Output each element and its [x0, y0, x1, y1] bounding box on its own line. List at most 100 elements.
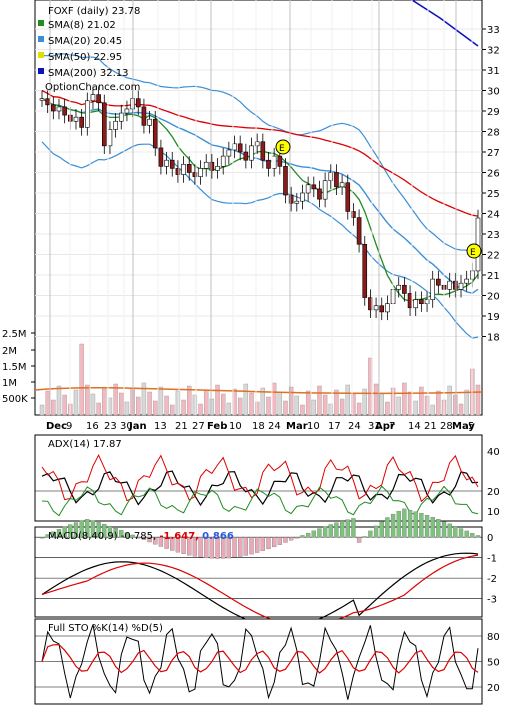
macd-histogram-bar [39, 537, 45, 539]
macd-histogram-bar [362, 536, 367, 538]
sto-title: Full STO %K(14) %D(5) [48, 623, 163, 634]
volume-bar [322, 394, 328, 416]
x-tick-label: 10 [229, 421, 242, 432]
candle-body [56, 106, 62, 112]
macd-histogram-bar [453, 526, 458, 538]
minus-di-line [41, 485, 479, 517]
macd-histogram-bar [215, 537, 220, 559]
candle-body [458, 282, 464, 290]
volume-bar [175, 390, 181, 416]
candle-body [447, 280, 452, 290]
candle-body [413, 299, 419, 309]
candle-body [373, 305, 379, 311]
price-tick-label: 30 [487, 87, 500, 98]
macd-histogram-bar [113, 528, 118, 538]
candle-body [300, 192, 305, 202]
macd-histogram-bar [232, 537, 237, 558]
candle-body [164, 159, 169, 167]
macd-histogram [39, 508, 481, 559]
volume-bar [254, 401, 260, 416]
volume-bar [237, 397, 243, 416]
volume-tick-label: 500K [2, 394, 28, 405]
price-tick-label: 33 [487, 25, 500, 36]
legend-swatch-sma20 [38, 36, 44, 42]
sma8-line [41, 98, 479, 302]
volume-bar [192, 394, 198, 416]
price-tick-label: 23 [487, 230, 500, 241]
candle-body [62, 106, 67, 116]
candle-body [147, 118, 152, 126]
candle-body [186, 164, 192, 173]
volume-bar [102, 388, 107, 416]
macd-histogram-bar [305, 532, 311, 538]
price-legend: FOXF (daily) 23.78 SMA(8) 21.02 SMA(20) … [38, 6, 140, 93]
macd-histogram-bar [413, 511, 418, 538]
sto-grid [35, 635, 482, 688]
volume-bar [407, 391, 413, 416]
adx-axis: 20 40 10 [487, 447, 500, 518]
price-tick-label: 27 [487, 148, 500, 159]
candle-body [362, 243, 368, 298]
volume-bar [475, 384, 481, 416]
x-tick-label: 31 [368, 421, 381, 432]
macd-histogram-bar [260, 537, 265, 551]
sto-k-line [41, 624, 479, 700]
macd-histogram-bar [277, 537, 282, 545]
volume-bar [385, 401, 390, 416]
candle-body [152, 118, 158, 149]
macd-histogram-bar [136, 537, 141, 539]
macd-histogram-bar [73, 522, 79, 538]
x-tick-label: Mar [286, 421, 308, 432]
candle-body [118, 112, 124, 122]
volume-bar [79, 343, 84, 416]
volume-tick-label: 1M [2, 378, 17, 389]
volume-bar [198, 403, 203, 416]
x-tick-label: 21 [424, 421, 437, 432]
volume-bar [277, 391, 283, 416]
volume-bar [119, 392, 124, 416]
candle-body [453, 280, 458, 290]
volume-bar [453, 394, 458, 416]
price-tick-label: 29 [487, 107, 500, 118]
volume-bar [141, 382, 147, 416]
macd-histogram-bar [475, 535, 481, 538]
macd-histogram-bar [356, 537, 362, 543]
sma20-line [41, 98, 479, 294]
macd-histogram-bar [221, 537, 226, 559]
candle-body [396, 284, 402, 290]
volume-bar [334, 389, 339, 416]
volume-bar [85, 384, 90, 416]
macd-histogram-bar [170, 537, 175, 551]
volume-bar [136, 396, 141, 416]
x-tick-label: Dec [46, 421, 67, 432]
macd-histogram-bar [102, 523, 107, 538]
volume-tick-label: 2M [2, 346, 17, 357]
volume-bar [402, 382, 407, 416]
price-tick-label: 18 [487, 333, 500, 344]
macd-histogram-bar [255, 537, 260, 553]
volume-tick-label: 1.5M [2, 362, 27, 373]
volume-bar [373, 383, 379, 416]
macd-histogram-bar [458, 528, 464, 538]
volume-bar [96, 402, 101, 416]
macd-histogram-bar [238, 537, 243, 557]
macd-histogram-bar [390, 513, 396, 538]
volume-bar [249, 392, 254, 416]
volume-axis: 2.5M 2M 1.5M 1M 500K [2, 329, 35, 405]
legend-sma50: SMA(50) 22.95 [48, 52, 122, 63]
x-tick-label: Feb [207, 421, 227, 432]
x-tick-label: 5 [468, 421, 474, 432]
macd-histogram-bar [266, 537, 271, 550]
macd-histogram-bar [85, 519, 90, 538]
macd-axis: 0 -1 -2 -3 [487, 533, 497, 605]
macd-histogram-bar [430, 517, 435, 538]
volume-bar [345, 384, 350, 416]
volume-bar [288, 386, 294, 416]
candle-body [379, 305, 385, 313]
candle-body [113, 120, 118, 130]
volume-bar [436, 390, 441, 416]
candle-body [135, 98, 141, 108]
volume-bar [158, 386, 164, 416]
volume-bar [413, 400, 418, 416]
